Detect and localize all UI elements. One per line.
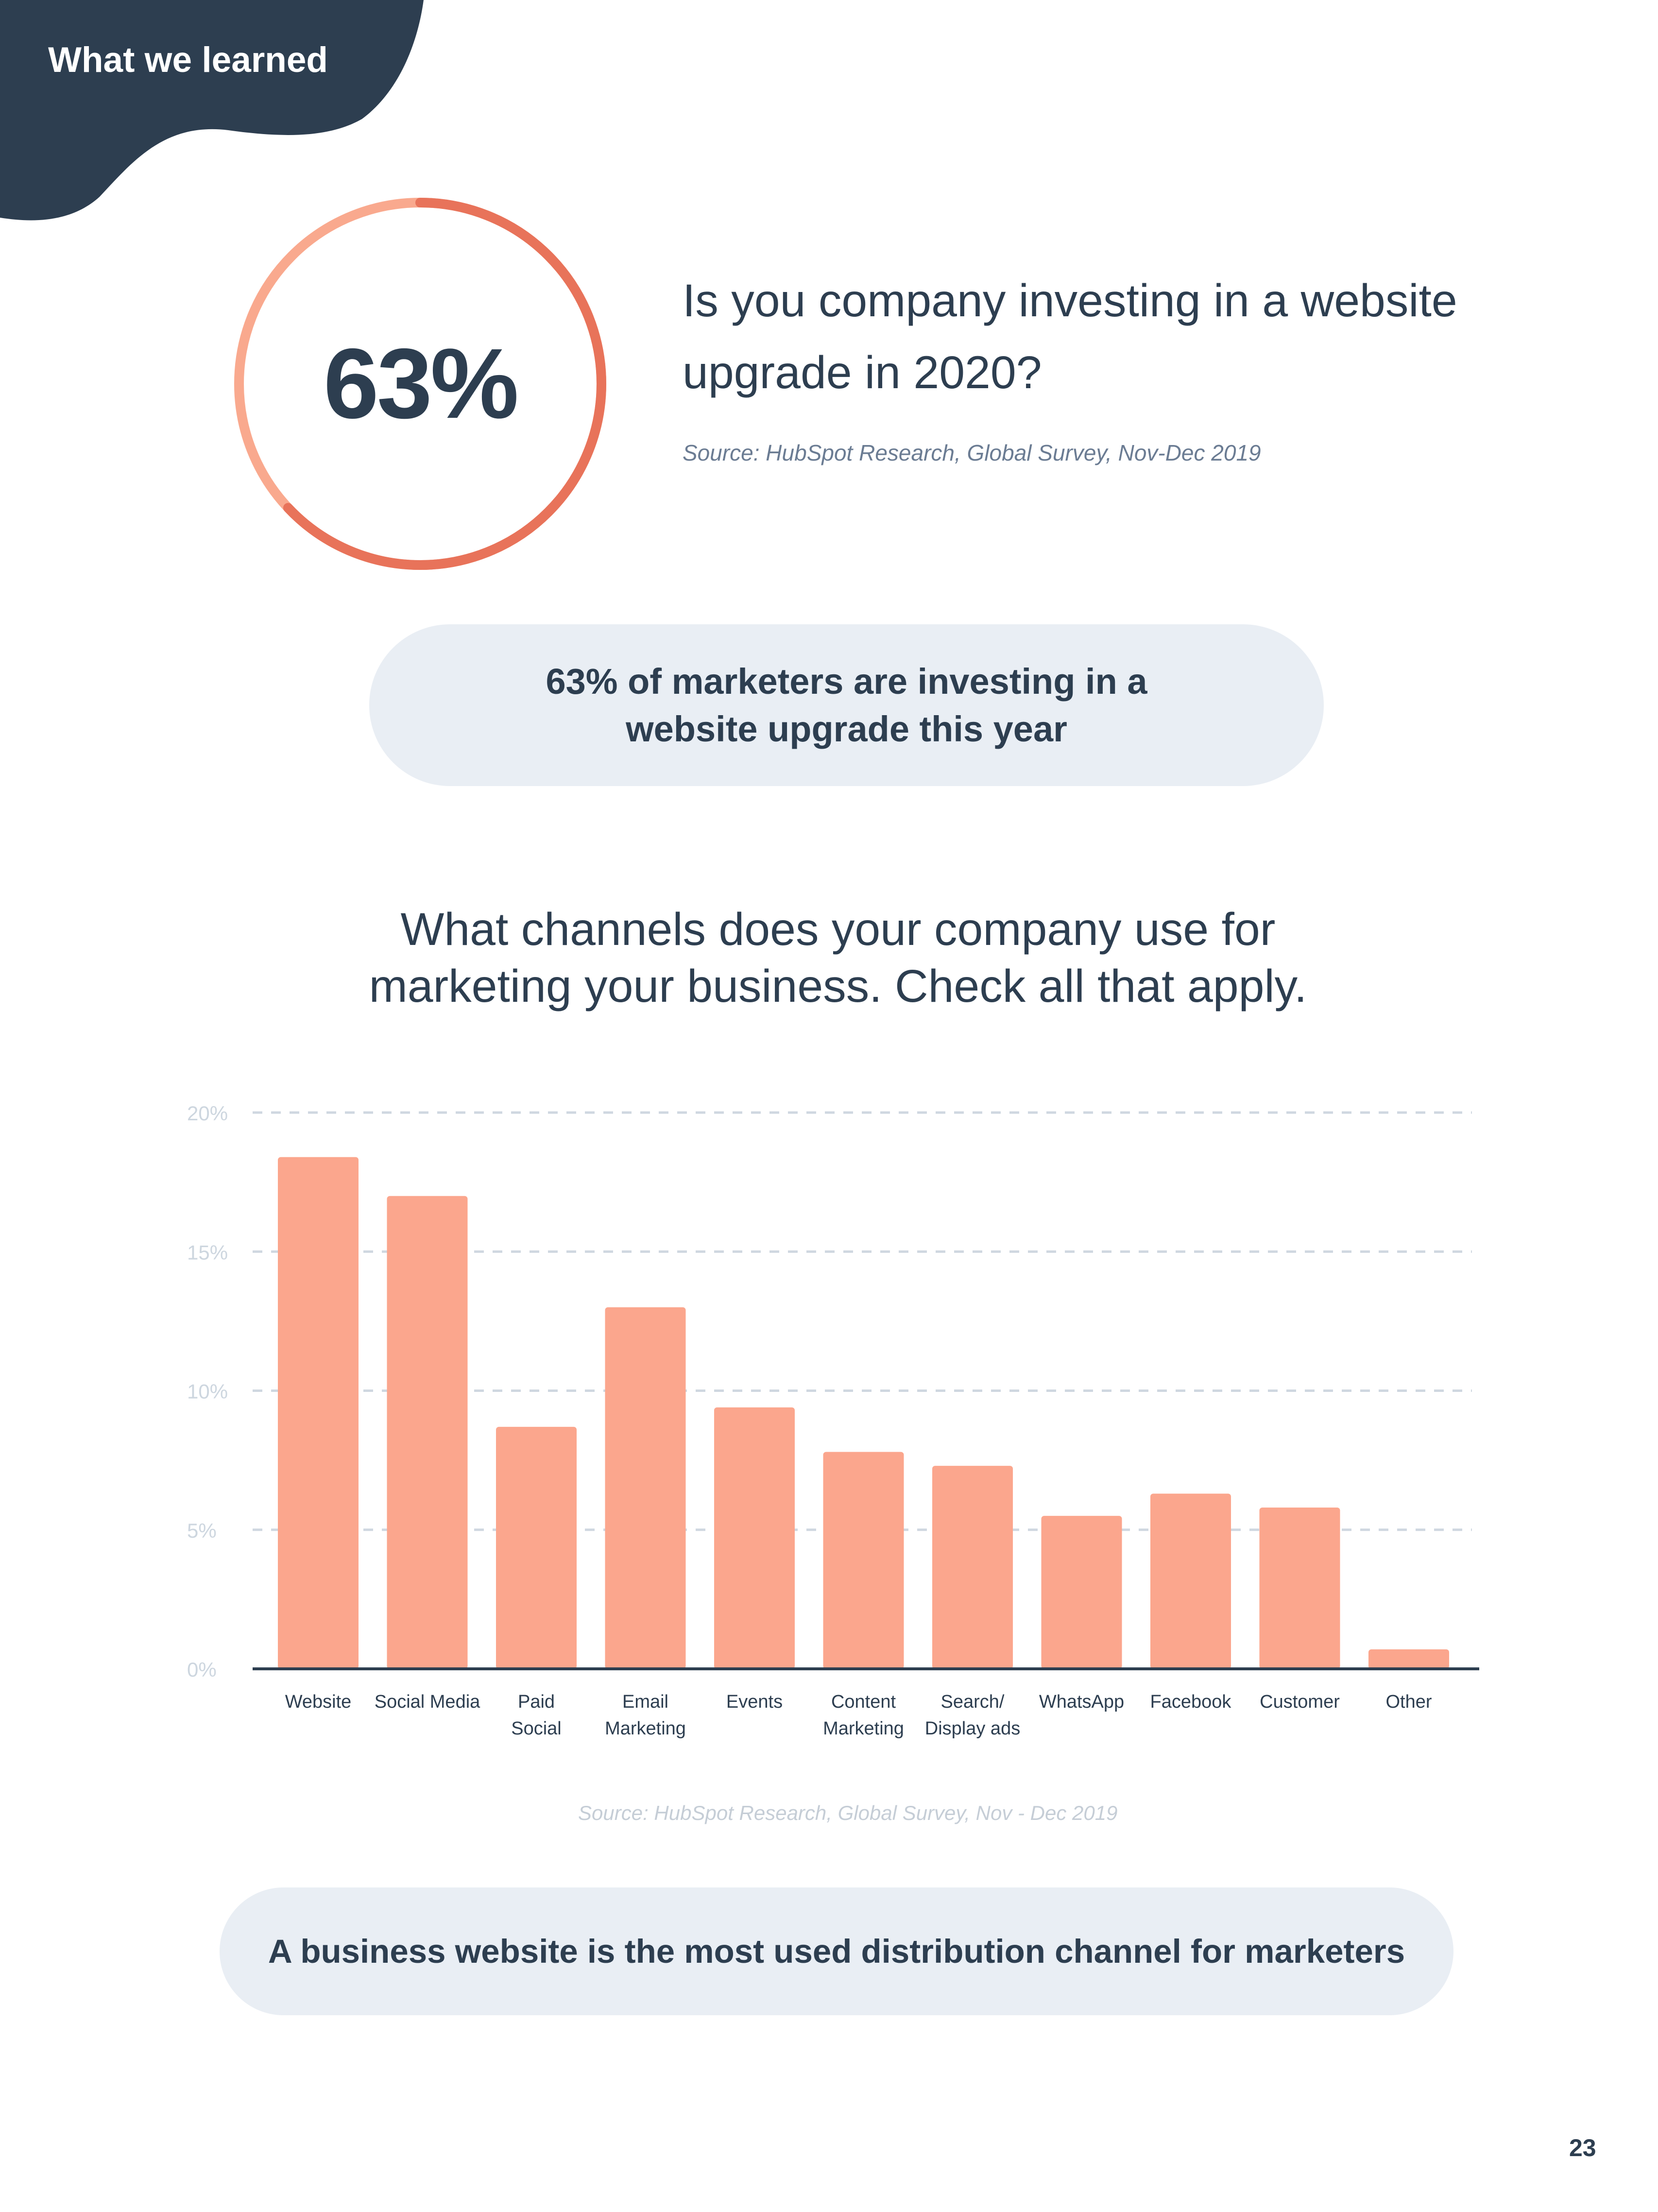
x-tick-label: Events <box>726 1692 783 1712</box>
insight-callout-2: A business website is the most used dist… <box>220 1887 1453 2015</box>
chart-title: What channels does your company use for … <box>369 904 1307 1012</box>
ring-progress <box>234 198 606 570</box>
x-tick-label: Customer <box>1260 1692 1340 1712</box>
corner-blob-shape <box>0 0 424 221</box>
bar <box>387 1196 468 1669</box>
y-tick-label: 0% <box>187 1658 217 1681</box>
bar <box>605 1307 686 1669</box>
bar <box>496 1426 577 1669</box>
bar <box>278 1157 359 1669</box>
x-tick-label: Other <box>1385 1692 1432 1712</box>
chart-source-note: Source: HubSpot Research, Global Survey,… <box>578 1801 1118 1824</box>
x-tick-label: Paid <box>518 1692 555 1712</box>
y-tick-label: 5% <box>187 1519 217 1542</box>
x-tick-label: Facebook <box>1150 1692 1232 1712</box>
y-tick-label: 15% <box>187 1241 228 1264</box>
bar <box>932 1466 1013 1669</box>
x-tick-label: Social <box>511 1718 562 1739</box>
x-tick-label: Website <box>285 1692 352 1712</box>
x-tick-label: Search/ <box>941 1692 1005 1712</box>
x-tick-label: Display ads <box>925 1718 1020 1739</box>
bar <box>1041 1516 1122 1669</box>
x-tick-label: Email <box>622 1692 668 1712</box>
insight-callout: 63% of marketers are investing in a webs… <box>369 624 1324 786</box>
x-tick-label: Marketing <box>823 1718 904 1739</box>
y-tick-label: 10% <box>187 1380 228 1403</box>
y-tick-label: 20% <box>187 1102 228 1125</box>
stat-value: 63% <box>323 328 519 439</box>
page-number: 23 <box>1569 2134 1596 2161</box>
x-tick-label: Content <box>831 1692 896 1712</box>
bar <box>1259 1507 1340 1669</box>
x-tick-label: WhatsApp <box>1039 1692 1124 1712</box>
survey-question: Is you company investing in a website up… <box>683 275 1457 398</box>
bar <box>1150 1493 1231 1669</box>
insight-text: 63% of marketers are investing in a webs… <box>546 661 1147 749</box>
source-note: Source: HubSpot Research, Global Survey,… <box>683 440 1261 465</box>
x-tick-label: Social Media <box>375 1692 480 1712</box>
x-tick-label: Marketing <box>605 1718 686 1739</box>
progress-ring <box>234 198 606 570</box>
bar <box>714 1407 795 1669</box>
bar <box>823 1452 904 1669</box>
section-label: What we learned <box>48 40 328 80</box>
bar <box>1368 1649 1449 1669</box>
